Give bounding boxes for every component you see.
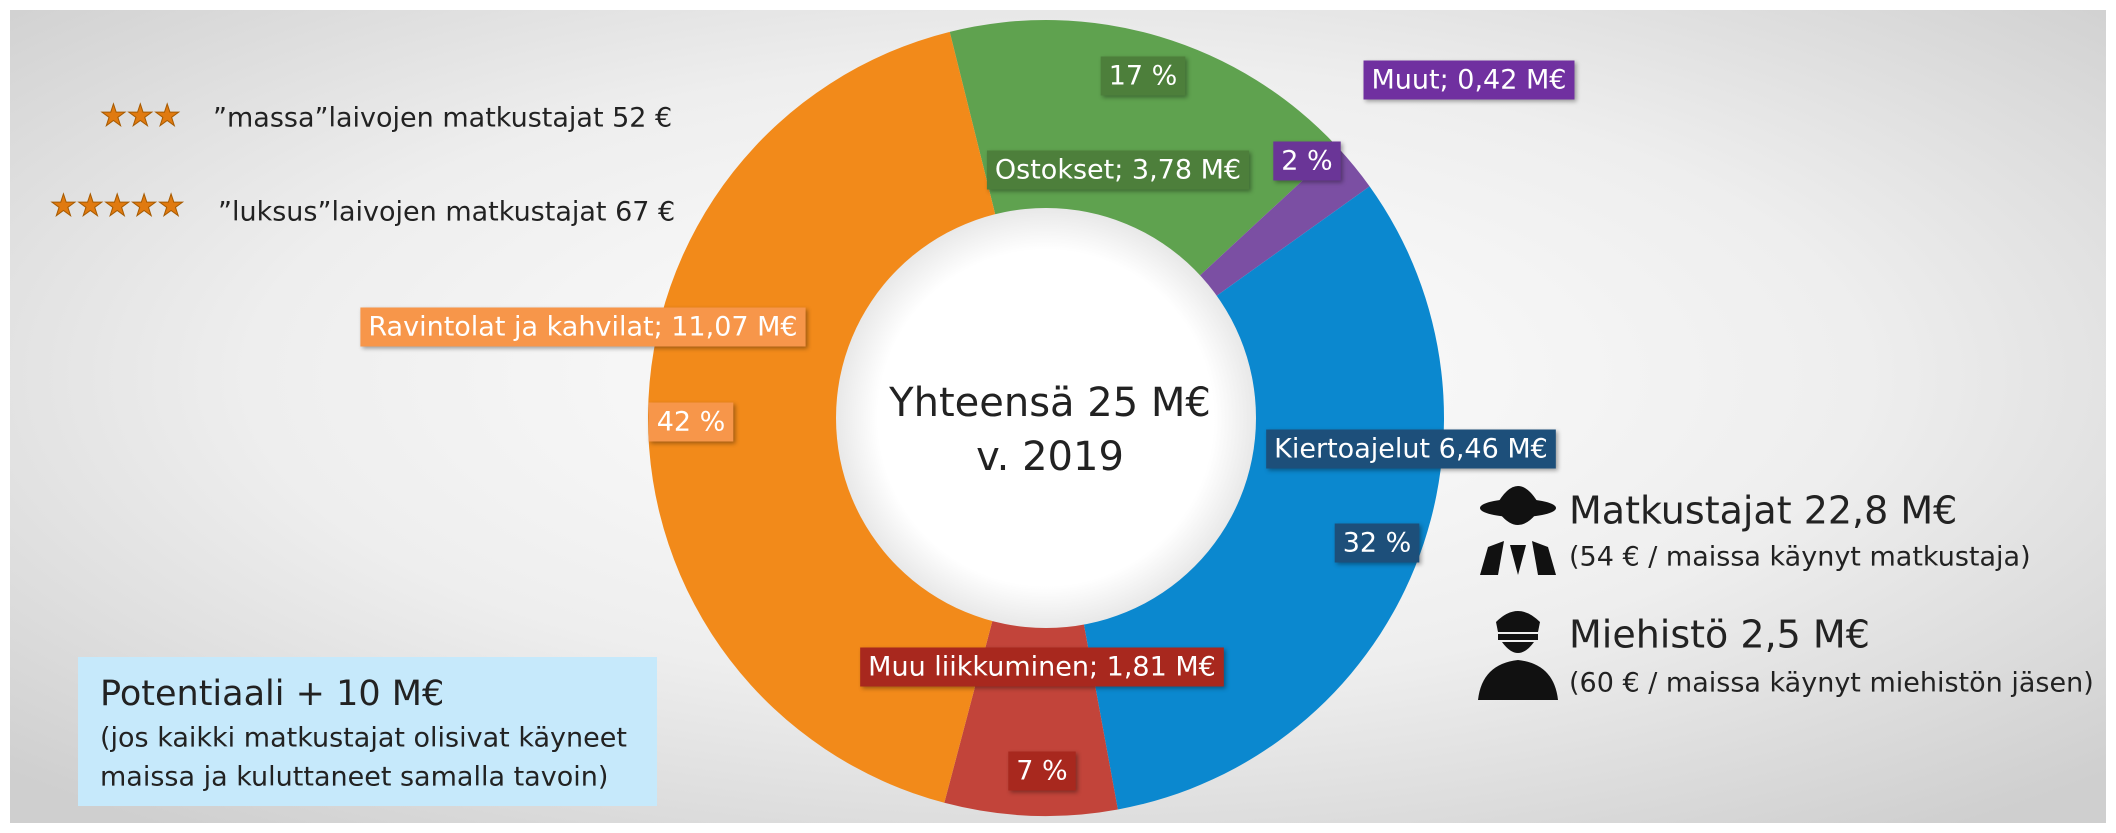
category-label: Ravintolat ja kahvilat; 11,07 M€ [360,307,806,347]
category-label: Kiertoajelut 6,46 M€ [1266,429,1556,469]
category-label: Ostokset; 3,78 M€ [986,150,1250,190]
value-label: 7 % [1008,751,1076,791]
donut-segment [1196,147,1370,299]
group-title: Miehistö 2,5 M€ [1569,613,1870,657]
value-label-text: 17 % [1109,61,1178,92]
value-label-text: 32 % [1343,528,1412,559]
potential-line: (jos kaikki matkustajat olisivat käyneet [100,723,627,754]
value-label-box [1273,141,1341,181]
center-subtitle: v. 2019 [976,434,1124,480]
donut-segment [648,31,997,803]
category-label-box [360,307,806,347]
donut-hole [836,208,1256,628]
category-label-text: Ravintolat ja kahvilat; 11,07 M€ [368,312,797,343]
category-label: Muut; 0,42 M€ [1363,60,1575,100]
category-label-box [1266,429,1556,469]
potential-box [78,657,657,806]
category-label: Muu liikkuminen; 1,81 M€ [860,647,1224,687]
group-note: (60 € / maissa käynyt miehistön jäsen) [1569,668,2094,699]
value-label: 17 % [1100,56,1186,96]
value-label: 42 % [648,402,734,442]
group-note: (54 € / maissa käynyt matkustaja) [1569,542,2031,573]
star-icons: ★★★ [100,99,181,134]
value-label-box [648,402,734,442]
group-title: Matkustajat 22,8 M€ [1569,489,1957,533]
value-label-text: 2 % [1281,146,1332,177]
category-label-text: Ostokset; 3,78 M€ [995,155,1241,186]
value-label-box [1008,751,1076,791]
category-label-text: Muut; 0,42 M€ [1372,65,1567,96]
ship-text: ”luksus”laivojen matkustajat 67 € [218,197,675,228]
passenger-icon [1480,486,1556,575]
donut-segment [949,19,1339,279]
category-label-box [986,150,1250,190]
category-label-text: Kiertoajelut 6,46 M€ [1274,434,1548,465]
value-label-box [1100,56,1186,96]
center-title: Yhteensä 25 M€ [888,380,1211,426]
category-label-box [860,647,1224,687]
potential-line: maissa ja kuluttaneet samalla tavoin) [100,762,608,793]
category-label-text: Muu liikkuminen; 1,81 M€ [868,652,1216,683]
value-label: 32 % [1334,523,1420,563]
value-label-text: 7 % [1016,756,1067,787]
value-label: 2 % [1273,141,1341,181]
ship-text: ”massa”laivojen matkustajat 52 € [213,103,672,134]
potential-title: Potentiaali + 10 M€ [100,674,444,714]
crew-icon [1478,611,1558,700]
value-label-box [1334,523,1420,563]
category-label-box [1363,60,1575,100]
star-icons: ★★★★★ [50,189,184,224]
value-label-text: 42 % [657,407,726,438]
